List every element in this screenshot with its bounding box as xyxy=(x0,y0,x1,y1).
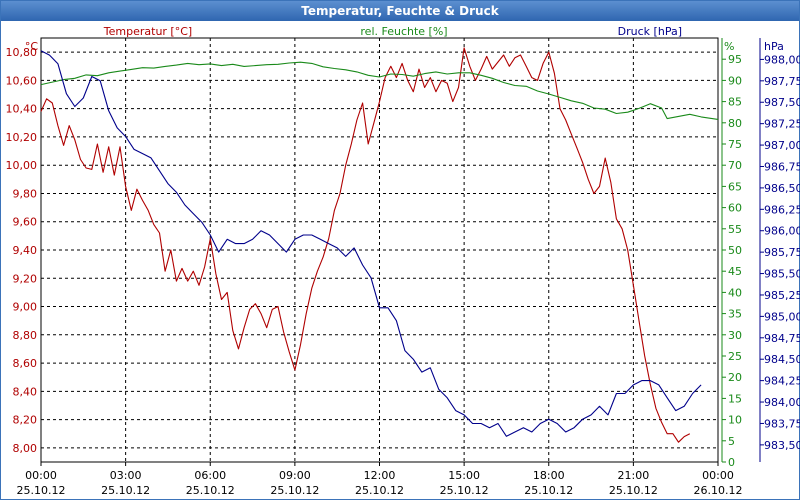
pressure-tick-label: 983,50 xyxy=(764,439,800,452)
x-tick-date: 26.10.12 xyxy=(694,484,743,497)
temperature-tick-label: 9,20 xyxy=(13,272,38,285)
humidity-tick-label: 75 xyxy=(728,138,742,151)
humidity-tick-label: 50 xyxy=(728,244,742,257)
humidity-tick-label: 25 xyxy=(728,350,742,363)
x-tick-time: 06:00 xyxy=(194,469,226,482)
x-tick-date: 25.10.12 xyxy=(17,484,66,497)
x-tick-time: 18:00 xyxy=(533,469,565,482)
temperature-tick-label: 10,20 xyxy=(6,131,38,144)
pressure-tick-label: 988,00 xyxy=(764,53,800,66)
pressure-tick-label: 983,75 xyxy=(764,417,800,430)
temperature-tick-label: 9,80 xyxy=(13,187,38,200)
pressure-tick-label: 984,75 xyxy=(764,332,800,345)
temperature-tick-label: 9,60 xyxy=(13,216,38,229)
x-tick-time: 00:00 xyxy=(25,469,57,482)
temperature-tick-label: 8,40 xyxy=(13,385,38,398)
temperature-tick-label: 10,40 xyxy=(6,103,38,116)
pressure-tick-label: 984,25 xyxy=(764,375,800,388)
humidity-tick-label: 30 xyxy=(728,329,742,342)
x-tick-time: 12:00 xyxy=(364,469,396,482)
temperature-tick-label: 10,80 xyxy=(6,46,38,59)
pressure-tick-label: 986,00 xyxy=(764,225,800,238)
x-tick-date: 25.10.12 xyxy=(355,484,404,497)
chart-title: Temperatur, Feuchte & Druck xyxy=(1,1,799,21)
pressure-tick-label: 987,00 xyxy=(764,139,800,152)
temperature-tick-label: 8,00 xyxy=(13,442,38,455)
x-tick-date: 25.10.12 xyxy=(101,484,150,497)
humidity-axis-label: rel. Feuchte [%] xyxy=(360,25,447,38)
pressure-tick-label: 987,25 xyxy=(764,118,800,131)
humidity-tick-label: 70 xyxy=(728,159,742,172)
temperature-tick-label: 8,60 xyxy=(13,357,38,370)
pressure-tick-label: 985,50 xyxy=(764,268,800,281)
humidity-tick-label: 0 xyxy=(728,456,735,469)
humidity-tick-label: 15 xyxy=(728,392,742,405)
pressure-tick-label: 986,75 xyxy=(764,160,800,173)
x-tick-time: 03:00 xyxy=(110,469,142,482)
x-tick-time: 15:00 xyxy=(448,469,480,482)
humidity-tick-label: 90 xyxy=(728,74,742,87)
pressure-tick-label: 984,50 xyxy=(764,353,800,366)
pressure-series-line xyxy=(40,50,702,437)
x-tick-date: 25.10.12 xyxy=(270,484,319,497)
temperature-tick-label: 8,80 xyxy=(13,329,38,342)
pressure-unit: hPa xyxy=(764,40,784,53)
pressure-tick-label: 987,50 xyxy=(764,96,800,109)
x-tick-time: 00:00 xyxy=(702,469,734,482)
temperature-axis-label: Temperatur [°C] xyxy=(103,25,192,38)
x-tick-date: 25.10.12 xyxy=(440,484,489,497)
temperature-tick-label: 10,00 xyxy=(6,159,38,172)
humidity-tick-label: 85 xyxy=(728,96,742,109)
pressure-tick-label: 987,75 xyxy=(764,75,800,88)
humidity-series-line xyxy=(40,61,719,120)
humidity-tick-label: 95 xyxy=(728,53,742,66)
humidity-tick-label: 45 xyxy=(728,265,742,278)
humidity-tick-label: 35 xyxy=(728,308,742,321)
pressure-tick-label: 985,00 xyxy=(764,310,800,323)
pressure-tick-label: 985,25 xyxy=(764,289,800,302)
temperature-tick-label: 8,20 xyxy=(13,414,38,427)
humidity-tick-label: 20 xyxy=(728,371,742,384)
temperature-tick-label: 9,40 xyxy=(13,244,38,257)
temperature-unit: °C xyxy=(25,40,39,53)
temperature-tick-label: 9,00 xyxy=(13,301,38,314)
temperature-series-line xyxy=(40,47,691,443)
pressure-tick-label: 985,75 xyxy=(764,246,800,259)
pressure-tick-label: 984,00 xyxy=(764,396,800,409)
humidity-tick-label: 65 xyxy=(728,180,742,193)
x-tick-time: 21:00 xyxy=(618,469,650,482)
x-tick-date: 25.10.12 xyxy=(609,484,658,497)
temperature-tick-label: 10,60 xyxy=(6,74,38,87)
humidity-tick-label: 55 xyxy=(728,223,742,236)
pressure-tick-label: 986,50 xyxy=(764,182,800,195)
x-tick-date: 25.10.12 xyxy=(524,484,573,497)
x-tick-date: 25.10.12 xyxy=(186,484,235,497)
humidity-tick-label: 5 xyxy=(728,435,735,448)
humidity-tick-label: 60 xyxy=(728,202,742,215)
humidity-tick-label: 80 xyxy=(728,117,742,130)
humidity-unit: % xyxy=(724,40,734,53)
pressure-axis-label: Druck [hPa] xyxy=(618,25,682,38)
humidity-tick-label: 10 xyxy=(728,414,742,427)
humidity-tick-label: 40 xyxy=(728,286,742,299)
pressure-tick-label: 986,25 xyxy=(764,203,800,216)
x-tick-time: 09:00 xyxy=(279,469,311,482)
